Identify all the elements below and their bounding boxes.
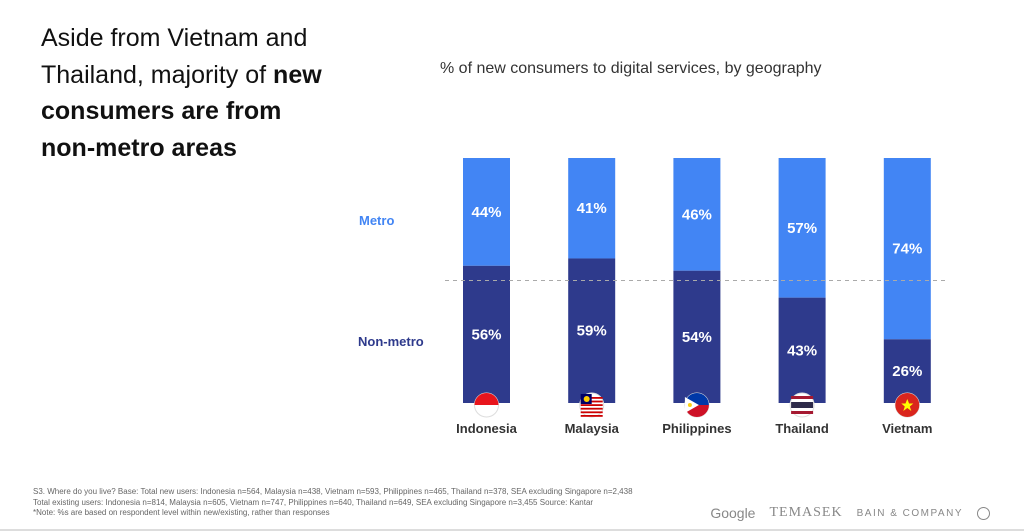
headline-bold: new consumers are from non-metro areas: [41, 60, 322, 162]
flag-part: [580, 404, 603, 406]
bar-non-metro-indonesia: [463, 265, 510, 403]
data-label: 54%: [682, 329, 712, 346]
flag-part: [791, 396, 814, 399]
data-label: 43%: [787, 342, 817, 359]
category-label: Thailand: [775, 421, 829, 436]
bar-non-metro-thailand: [778, 297, 826, 403]
flag-part: [583, 396, 590, 402]
flag-part: [474, 393, 499, 405]
headline: Aside from Vietnam and Thailand, majorit…: [41, 20, 341, 166]
category-label: Philippines: [662, 421, 731, 436]
page-number-icon: [977, 506, 990, 520]
bar-non-metro-philippines: [673, 270, 721, 403]
temasek-logo: TEMASEK: [769, 505, 843, 520]
bar-metro-thailand: [778, 158, 826, 298]
bar-metro-malaysia: [568, 158, 616, 259]
category-label: Indonesia: [456, 421, 517, 436]
google-logo: Google: [710, 505, 756, 521]
logos: Google TEMASEK BAIN & COMPANY: [710, 505, 990, 521]
legend-metro: Metro: [359, 213, 395, 228]
footnote-line: *Note: %s are based on respondent level …: [33, 508, 330, 517]
data-label: 44%: [471, 204, 501, 221]
chart-title: % of new consumers to digital services, …: [440, 60, 822, 77]
flag-part: [791, 411, 814, 414]
headline-text: Aside from Vietnam and Thailand, majorit…: [41, 24, 308, 89]
footnote-line: S3. Where do you live? Base: Total new u…: [33, 487, 633, 496]
bar-non-metro-vietnam: [883, 339, 931, 403]
bar-non-metro-malaysia: [568, 258, 616, 403]
footnote: S3. Where do you live? Base: Total new u…: [33, 487, 633, 519]
flag-part: [580, 415, 603, 417]
bain-logo: BAIN & COMPANY: [856, 507, 963, 519]
flag-part: [687, 403, 692, 407]
divider: [0, 529, 1024, 531]
data-label: 41%: [577, 200, 607, 217]
legend-non-metro: Non-metro: [358, 334, 424, 349]
data-label: 56%: [471, 326, 501, 343]
flag-part: [580, 411, 603, 414]
data-label: 46%: [682, 206, 712, 223]
category-label: Malaysia: [565, 421, 620, 436]
data-label: 74%: [892, 241, 922, 258]
data-label: 59%: [577, 323, 607, 340]
footnote-line: Total existing users: Indonesia n=814, M…: [33, 497, 594, 507]
data-label: 26%: [892, 363, 922, 380]
data-label: 57%: [787, 220, 817, 237]
bar-metro-indonesia: [463, 158, 510, 266]
category-label: Vietnam: [882, 421, 932, 436]
flag-part: [791, 402, 814, 408]
flag-part: [580, 407, 603, 410]
flag-star: [901, 399, 914, 411]
bar-metro-vietnam: [883, 158, 931, 340]
bar-metro-philippines: [673, 158, 721, 271]
